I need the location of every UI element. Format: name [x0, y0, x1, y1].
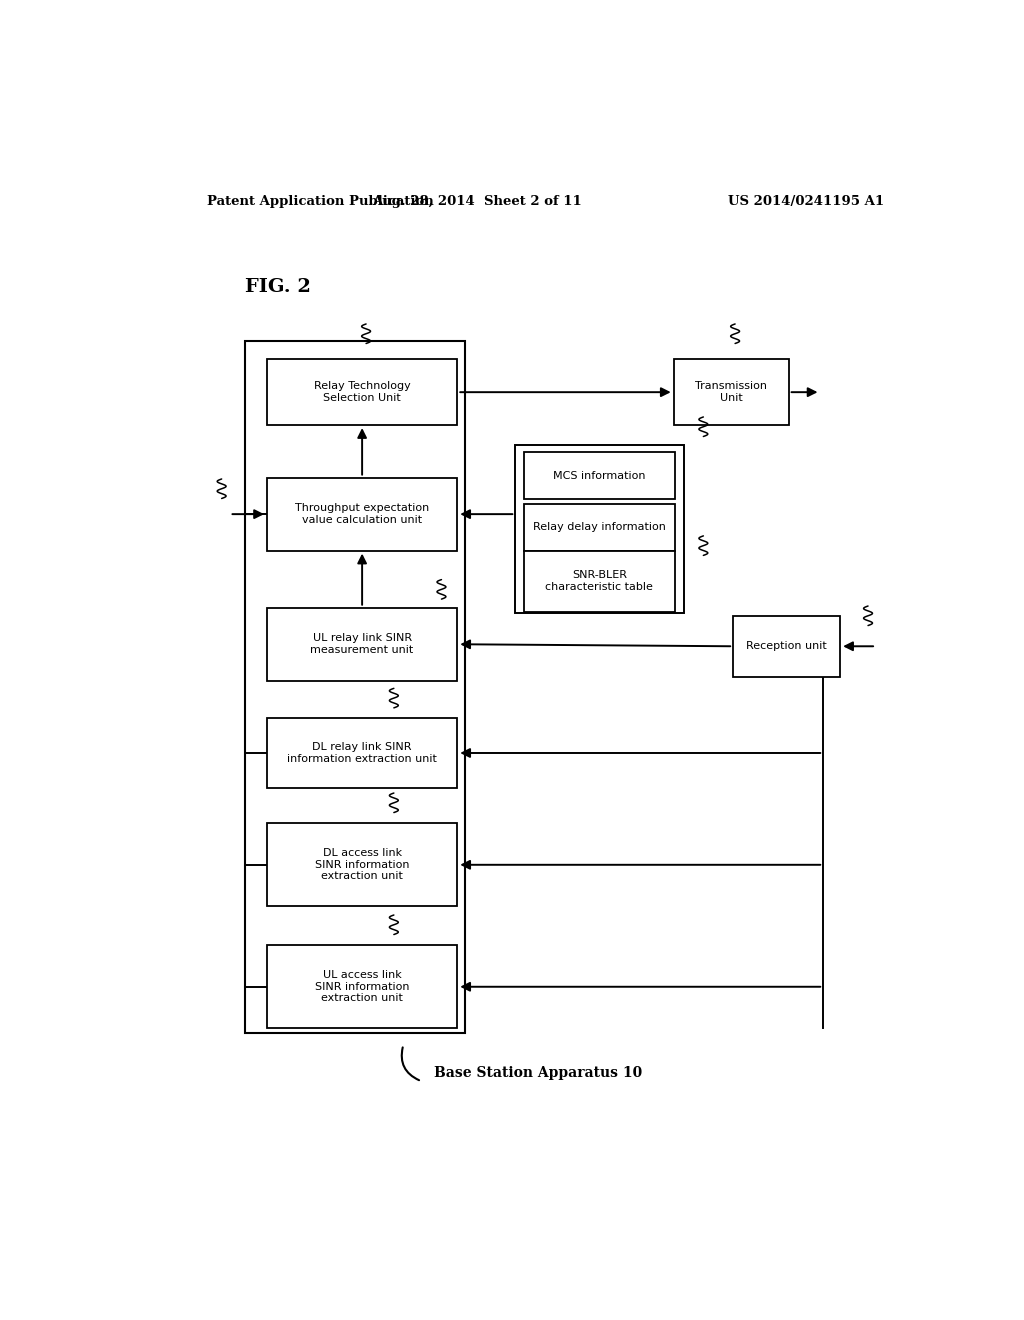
- Bar: [267, 478, 458, 550]
- Bar: [524, 453, 675, 499]
- Bar: [267, 607, 458, 681]
- Bar: [733, 615, 841, 677]
- Text: Throughput expectation
value calculation unit: Throughput expectation value calculation…: [295, 503, 429, 525]
- Bar: [515, 445, 684, 612]
- Text: Relay delay information: Relay delay information: [532, 523, 666, 532]
- Bar: [246, 342, 465, 1032]
- Bar: [267, 359, 458, 425]
- Text: Patent Application Publication: Patent Application Publication: [207, 194, 434, 207]
- Text: DL access link
SINR information
extraction unit: DL access link SINR information extracti…: [314, 849, 410, 882]
- Text: SNR-BLER
characteristic table: SNR-BLER characteristic table: [546, 570, 653, 593]
- Text: UL access link
SINR information
extraction unit: UL access link SINR information extracti…: [314, 970, 410, 1003]
- Bar: [267, 718, 458, 788]
- Bar: [524, 504, 675, 550]
- Text: Relay Technology
Selection Unit: Relay Technology Selection Unit: [313, 381, 411, 403]
- Text: Aug. 28, 2014  Sheet 2 of 11: Aug. 28, 2014 Sheet 2 of 11: [373, 194, 582, 207]
- Bar: [267, 824, 458, 907]
- Bar: [524, 550, 675, 611]
- Text: FIG. 2: FIG. 2: [246, 277, 311, 296]
- Text: MCS information: MCS information: [553, 470, 646, 480]
- Text: UL relay link SINR
measurement unit: UL relay link SINR measurement unit: [310, 634, 414, 655]
- Text: US 2014/0241195 A1: US 2014/0241195 A1: [728, 194, 885, 207]
- Text: Reception unit: Reception unit: [746, 642, 827, 651]
- Bar: [267, 945, 458, 1028]
- Text: Base Station Apparatus 10: Base Station Apparatus 10: [433, 1067, 642, 1080]
- Text: DL relay link SINR
information extraction unit: DL relay link SINR information extractio…: [287, 742, 437, 764]
- Text: Transmission
Unit: Transmission Unit: [695, 381, 767, 403]
- Bar: [674, 359, 788, 425]
